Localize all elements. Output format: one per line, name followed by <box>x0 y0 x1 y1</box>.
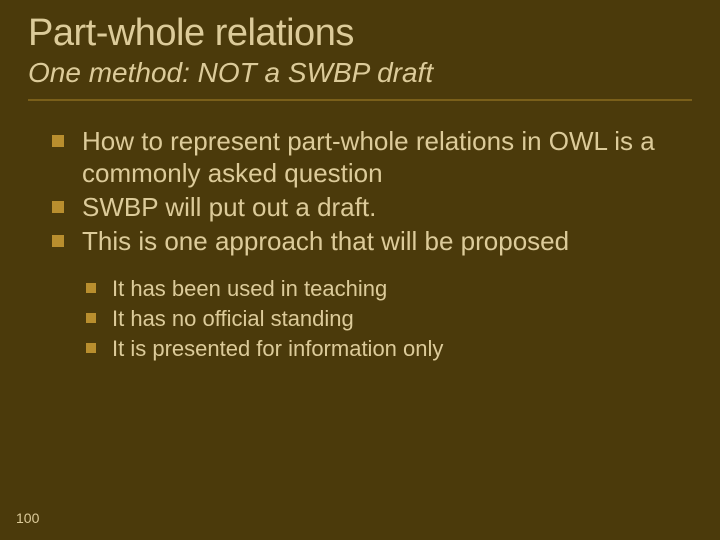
title-underline <box>28 99 692 101</box>
slide-title: Part-whole relations <box>28 10 692 55</box>
list-item: It has been used in teaching <box>86 275 692 303</box>
list-item: It is presented for information only <box>86 335 692 363</box>
list-item: SWBP will put out a draft. <box>52 191 692 223</box>
bullet-text: It has no official standing <box>112 306 354 331</box>
bullet-text: It is presented for information only <box>112 336 443 361</box>
list-item: This is one approach that will be propos… <box>52 225 692 257</box>
bullet-text: How to represent part-whole relations in… <box>82 126 655 188</box>
page-number: 100 <box>16 510 39 526</box>
bullet-text: SWBP will put out a draft. <box>82 192 376 222</box>
list-item: How to represent part-whole relations in… <box>52 125 692 189</box>
bullet-list-level2: It has been used in teaching It has no o… <box>28 275 692 363</box>
slide-subtitle: One method: NOT a SWBP draft <box>28 55 692 99</box>
list-item: It has no official standing <box>86 305 692 333</box>
slide: Part-whole relations One method: NOT a S… <box>0 0 720 540</box>
bullet-text: It has been used in teaching <box>112 276 387 301</box>
bullet-text: This is one approach that will be propos… <box>82 226 569 256</box>
bullet-list-level1: How to represent part-whole relations in… <box>28 125 692 257</box>
